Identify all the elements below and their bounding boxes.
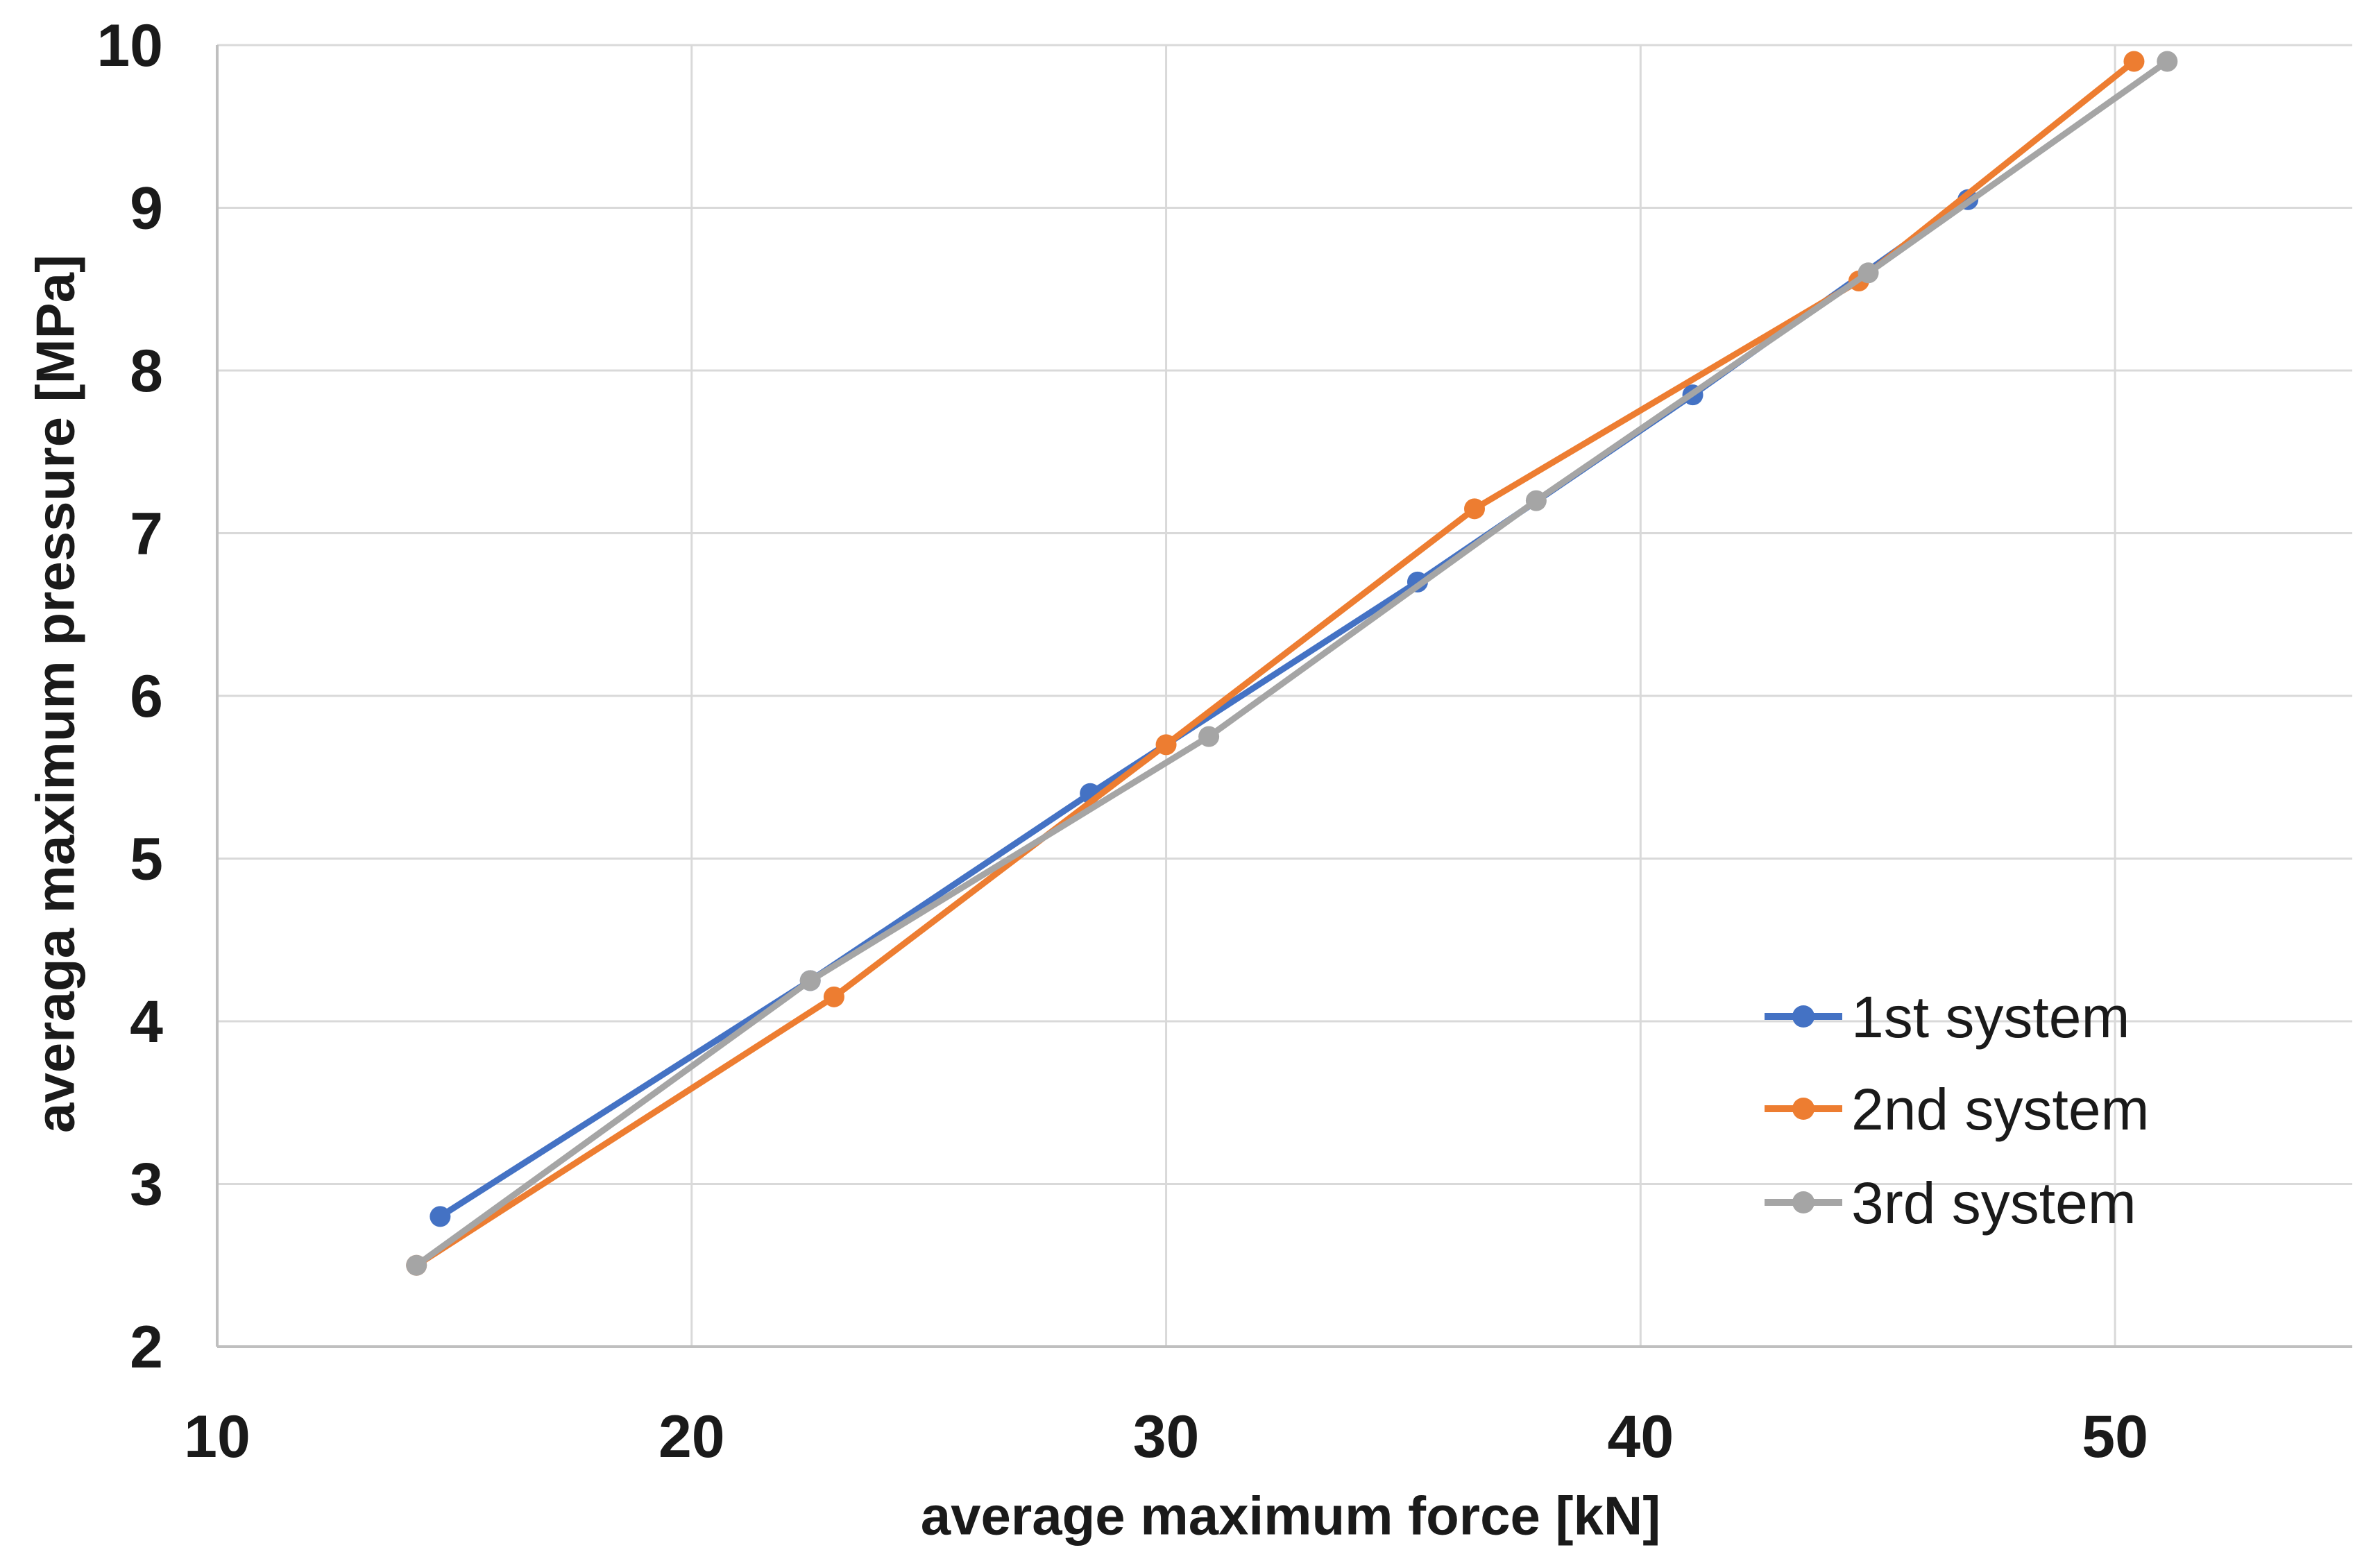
x-tick-label: 50 — [2082, 1404, 2148, 1470]
legend-marker-icon — [1792, 1191, 1815, 1213]
x-tick-label: 30 — [1133, 1404, 1200, 1470]
legend-label: 2nd system — [1851, 1077, 2150, 1142]
legend-label: 3rd system — [1851, 1170, 2136, 1236]
y-tick-label: 6 — [130, 663, 163, 730]
gridlines — [217, 44, 2352, 1347]
series-3rd-system[interactable] — [406, 51, 2178, 1276]
data-point-marker — [1525, 490, 1547, 511]
legend-marker-icon — [1792, 1098, 1815, 1120]
legend-item-3rd-system[interactable]: 3rd system — [1765, 1170, 2136, 1236]
y-tick-label: 3 — [130, 1152, 163, 1218]
data-point-marker — [1464, 498, 1486, 520]
y-tick-label: 7 — [130, 501, 163, 568]
data-point-marker — [1155, 734, 1177, 756]
x-axis-title: average maximum force [kN] — [920, 1485, 1661, 1546]
data-point-marker — [1858, 262, 1879, 284]
data-point-marker — [823, 986, 844, 1007]
x-tick-label: 10 — [184, 1404, 250, 1470]
series-line — [413, 58, 2170, 1269]
y-tick-label: 9 — [130, 176, 163, 242]
legend-marker-icon — [1792, 1005, 1815, 1028]
y-tick-label: 4 — [130, 989, 163, 1055]
data-point-marker — [2123, 51, 2145, 72]
legend-item-2nd-system[interactable]: 2nd system — [1765, 1077, 2150, 1142]
y-tick-label: 2 — [130, 1314, 163, 1381]
legend: 1st system 2nd system 3rd system — [1765, 985, 2150, 1236]
tick-labels: 2 3 4 5 6 7 8 9 10 10 20 30 40 50 — [96, 12, 2148, 1470]
y-tick-label: 10 — [96, 12, 163, 79]
y-tick-label: 5 — [130, 826, 163, 893]
y-axis-title: averaga maximum pressure [MPa] — [24, 255, 86, 1133]
data-point-marker — [1198, 726, 1220, 747]
legend-item-1st-system[interactable]: 1st system — [1765, 985, 2130, 1050]
y-tick-label: 8 — [130, 338, 163, 404]
x-tick-label: 40 — [1607, 1404, 1674, 1470]
x-tick-label: 20 — [658, 1404, 725, 1470]
legend-label: 1st system — [1851, 985, 2130, 1050]
data-point-marker — [430, 1206, 451, 1227]
data-point-marker — [2157, 51, 2178, 72]
axes — [216, 45, 2352, 1348]
data-point-marker — [406, 1254, 427, 1276]
data-point-marker — [799, 970, 821, 991]
